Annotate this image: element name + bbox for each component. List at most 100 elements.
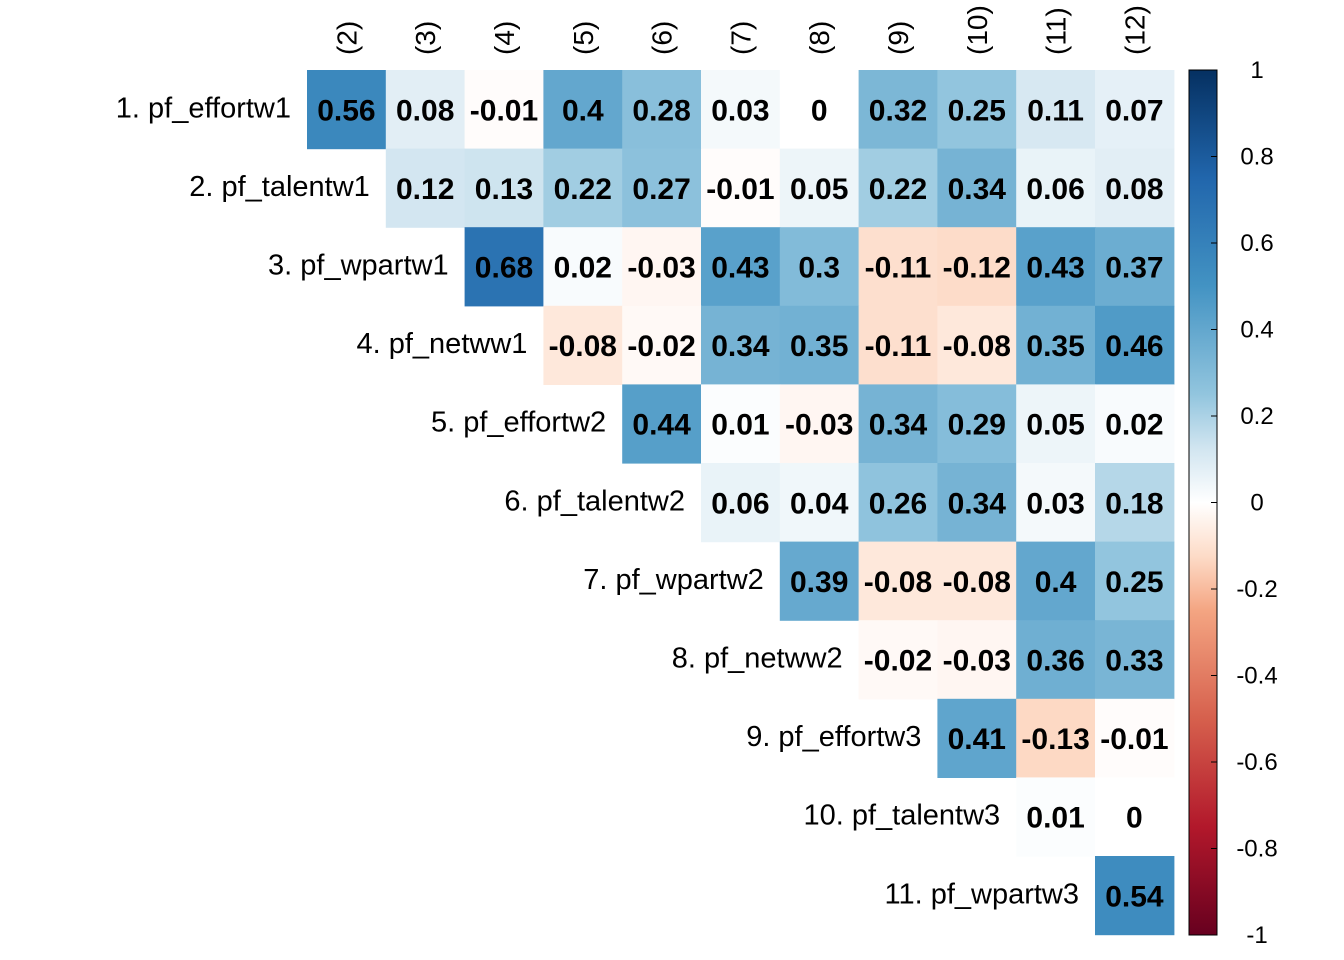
row-labels: 1. pf_effortw1 2. pf_talentw1 3. pf_wpartw…: [116, 92, 1079, 910]
legend-tick-label: 1: [1250, 57, 1263, 84]
cell-value-label: 0.43: [1026, 252, 1084, 285]
column-label: (2): [331, 21, 362, 55]
heatmap-cell: [1095, 777, 1175, 857]
cell-value-label: 0: [811, 94, 828, 127]
heatmap-cell: [779, 463, 860, 543]
row-label: 8. pf_netww2: [672, 643, 843, 675]
row-label: 1. pf_effortw1: [116, 92, 291, 124]
cell-value-label: 0.34: [711, 330, 770, 363]
cell-value-label: 0.35: [790, 330, 848, 363]
column-label: (11): [1041, 7, 1072, 55]
heatmap-cell: [543, 148, 623, 228]
column-label: (3): [410, 21, 441, 55]
column-label: (12): [1119, 5, 1150, 55]
cell-value-label: 0.41: [948, 723, 1006, 756]
color-legend: 1 0.8 0.6 0.4 0.2 0 -0.2 -0.4 -0.6 -0.8 -1: [1188, 57, 1278, 949]
row-label: 4. pf_netww1: [357, 328, 528, 360]
legend-tick-label: -0.8: [1236, 836, 1277, 863]
cell-value-label: 0.06: [1026, 173, 1084, 206]
heatmap-cell: [858, 463, 938, 543]
cell-value-label: 0.08: [396, 94, 454, 127]
cell-value-label: 0.34: [948, 487, 1007, 520]
cell-value-label: 0.01: [1026, 802, 1084, 835]
heatmap-cells: [307, 70, 1175, 936]
heatmap-cell: [858, 148, 938, 228]
heatmap-cell: [1016, 620, 1096, 700]
cell-value-label: 0.39: [790, 566, 848, 599]
heatmap-cell: [1095, 620, 1175, 700]
cell-value-label: -0.02: [864, 645, 932, 678]
heatmap-cell: [1095, 305, 1175, 385]
cell-value-label: 0.4: [562, 94, 604, 127]
legend-tick-label: 0.2: [1240, 403, 1273, 430]
cell-value-label: 0: [1126, 802, 1143, 835]
column-label: (5): [568, 21, 599, 55]
heatmap-cell: [543, 70, 623, 150]
heatmap-cell: [701, 148, 781, 228]
column-label: (7): [725, 21, 756, 55]
heatmap-cell: [937, 305, 1017, 385]
heatmap-cell: [937, 148, 1017, 228]
heatmap-cell: [1095, 227, 1175, 307]
heatmap-cell: [1016, 384, 1096, 464]
heatmap-cell: [701, 305, 781, 385]
heatmap-cell: [937, 70, 1017, 150]
heatmap-cell: [858, 227, 938, 307]
column-label: (10): [962, 5, 993, 55]
cell-value-label: 0.28: [632, 94, 690, 127]
legend-tick-label: -1: [1246, 922, 1267, 949]
heatmap-cell: [701, 227, 781, 307]
row-label: 10. pf_talentw3: [803, 800, 1000, 832]
cell-value-label: 0.34: [869, 409, 928, 442]
cell-value-label: 0.12: [396, 173, 454, 206]
row-label: 6. pf_talentw2: [504, 485, 685, 517]
heatmap-cell: [622, 227, 702, 307]
heatmap-cell: [858, 305, 938, 385]
cell-value-label: 0.03: [711, 94, 769, 127]
cell-value-label: -0.08: [864, 566, 932, 599]
legend-tick-label: 0.4: [1240, 317, 1273, 344]
column-label: (9): [883, 21, 914, 55]
cell-value-label: 0.43: [711, 252, 769, 285]
legend-tick-label: -0.4: [1236, 663, 1277, 690]
heatmap-cell: [622, 305, 702, 385]
heatmap-cell: [701, 70, 781, 150]
cell-value-label: 0.18: [1105, 487, 1163, 520]
heatmap-cell: [1095, 698, 1175, 778]
cell-value-label: -0.01: [706, 173, 774, 206]
legend-tick-label: -0.6: [1236, 749, 1277, 776]
cell-value-label: 0.54: [1105, 880, 1164, 913]
heatmap-cell: [779, 70, 860, 150]
heatmap-cell: [1016, 777, 1096, 857]
heatmap-cell: [779, 148, 860, 228]
cell-value-label: -0.01: [470, 94, 538, 127]
cell-value-label: 0.25: [948, 94, 1006, 127]
heatmap-cell: [1016, 541, 1096, 621]
heatmap-cell: [307, 70, 387, 150]
cell-value-label: 0.46: [1105, 330, 1163, 363]
cell-value-label: -0.08: [549, 330, 617, 363]
cell-value-label: 0.32: [869, 94, 927, 127]
heatmap-cell: [464, 148, 544, 228]
cell-value-label: 0.26: [869, 487, 927, 520]
cell-value-label: 0.04: [790, 487, 849, 520]
heatmap-cell: [1095, 463, 1175, 543]
heatmap-cell: [858, 541, 938, 621]
heatmap-cell: [858, 620, 938, 700]
column-labels: (2) (3) (4) (5) (6) (7) (8) (9) (10) (11) (12): [331, 5, 1150, 55]
heatmap-cell: [1095, 70, 1175, 150]
cell-value-label: 0.03: [1026, 487, 1084, 520]
cell-value-label: -0.11: [865, 252, 932, 285]
cell-value-label: -0.03: [627, 252, 695, 285]
cell-value-label: -0.08: [943, 330, 1011, 363]
heatmap-cell: [701, 384, 781, 464]
heatmap-cell: [385, 148, 466, 228]
cell-value-label: 0.02: [1105, 409, 1163, 442]
column-label: (4): [489, 21, 520, 55]
heatmap-cell-labels: 0.56 0.08 -0.01 0.4 0.28 0.03 0 0.32 0.25 0.11 0.0…: [317, 94, 1168, 913]
heatmap-cell: [937, 384, 1017, 464]
cell-value-label: 0.07: [1105, 94, 1163, 127]
heatmap-cell: [858, 70, 938, 150]
